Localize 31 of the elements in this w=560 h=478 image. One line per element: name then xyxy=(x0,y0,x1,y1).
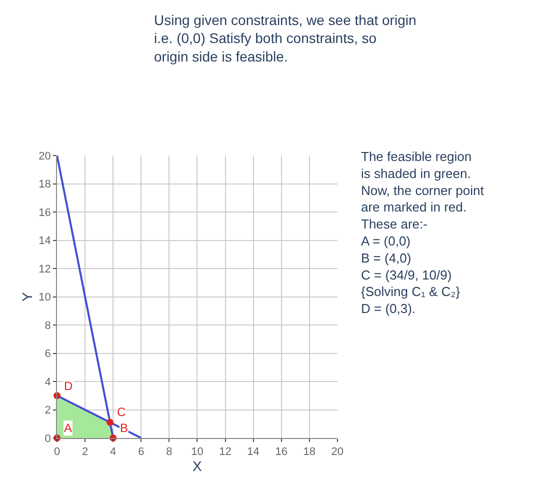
y-tick-label: 2 xyxy=(44,404,51,417)
x-tick-label: 0 xyxy=(54,446,60,458)
x-tick-label: 4 xyxy=(110,446,116,458)
y-tick-label: 20 xyxy=(38,150,51,162)
annotation: C xyxy=(117,405,126,419)
y-tick-label: 18 xyxy=(38,178,51,191)
y-tick-label: 6 xyxy=(44,348,51,360)
x-tick-label: 10 xyxy=(191,446,204,458)
x-tick-label: 8 xyxy=(166,446,172,458)
x-tick-label: 14 xyxy=(247,446,260,458)
y-tick-label: 10 xyxy=(38,292,51,304)
text: The feasible region is shaded in green. Now, the corner point are marked in red. These are:- A = (0,0) B = (4,0) C = (34/9, 10/9) {Solving C₁ & C₂} D = (0,3). xyxy=(361,149,484,316)
y-tick-label: 12 xyxy=(38,263,51,276)
x-tick-label: 2 xyxy=(82,446,88,458)
y-tick-label: 14 xyxy=(38,235,51,248)
y-tick-label: 4 xyxy=(44,376,51,388)
x-tick-label: 6 xyxy=(138,446,144,458)
x-tick-label: 20 xyxy=(331,446,344,458)
x-tick-label: 16 xyxy=(275,446,288,458)
x-tick-label: 12 xyxy=(219,446,232,458)
y-tick-label: 8 xyxy=(44,320,51,332)
y-tick-label: 0 xyxy=(44,432,51,445)
y-tick-label: 16 xyxy=(38,206,51,219)
y-axis-title: Y xyxy=(19,291,36,302)
point xyxy=(106,418,114,426)
text: Using given constraints, we see that origin i.e. (0,0) Satisfy both constraints, so origin side is feasible. xyxy=(154,12,416,64)
x-axis-title: X xyxy=(192,458,203,474)
annotation: B xyxy=(120,421,128,435)
annotation: A xyxy=(64,421,72,435)
annotation: D xyxy=(64,379,73,393)
x-tick-label: 18 xyxy=(303,446,316,458)
